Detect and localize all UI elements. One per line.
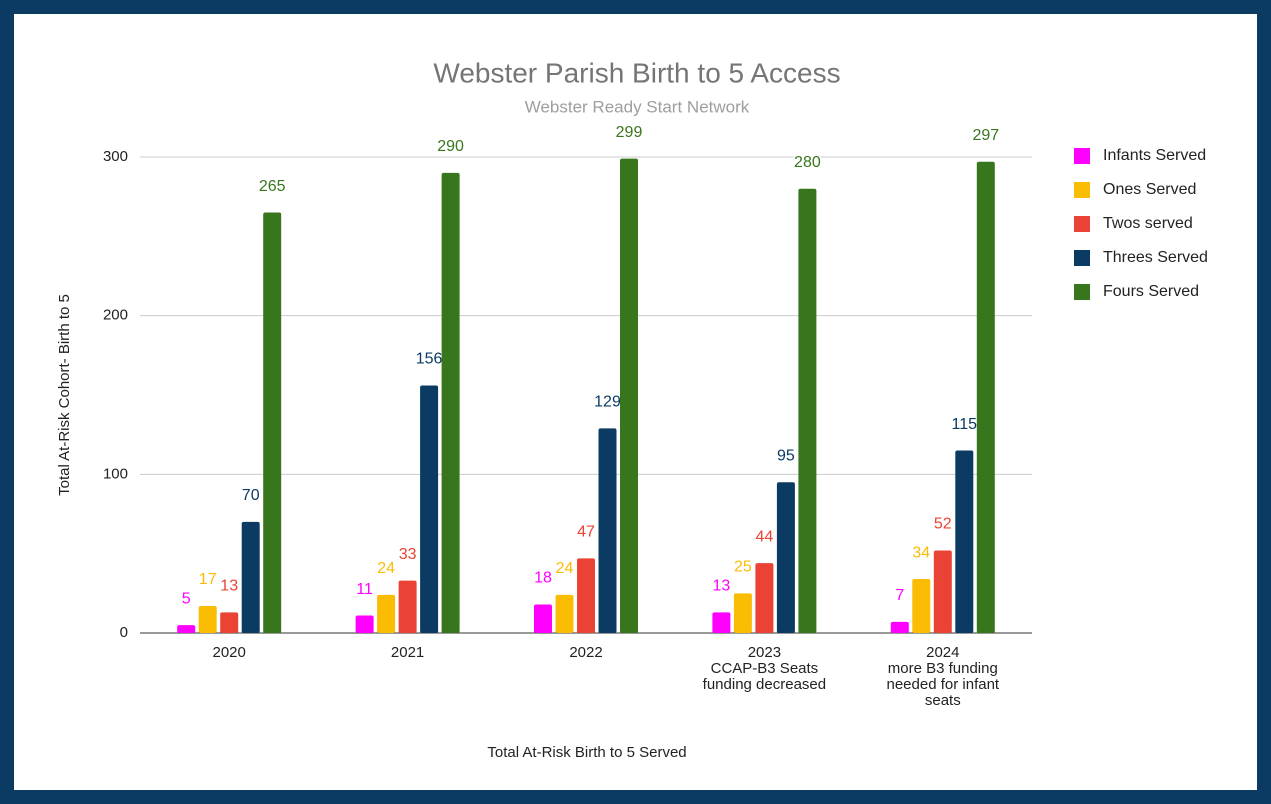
bar [555, 594, 574, 633]
x-tick-label: 2024 more B3 funding needed for infant seat… [887, 644, 1000, 709]
bar [441, 172, 460, 633]
data-label: 17 [199, 571, 217, 588]
legend-swatch [1074, 148, 1090, 164]
legend-label: Ones Served [1103, 181, 1196, 198]
legend-label: Threes Served [1103, 249, 1208, 266]
data-label: 5 [182, 590, 191, 607]
data-label: 33 [399, 546, 417, 563]
legend-swatch [1074, 250, 1090, 266]
y-tick-label: 100 [103, 465, 128, 482]
data-label: 297 [972, 127, 999, 144]
bar [177, 625, 196, 633]
bar [398, 580, 417, 633]
bar [577, 558, 595, 633]
data-label: 52 [934, 516, 952, 533]
chart: Webster Parish Birth to 5 Access Webster… [14, 14, 1257, 790]
chart-subtitle: Webster Ready Start Network [525, 97, 750, 116]
bar [776, 482, 795, 633]
data-label: 129 [594, 394, 621, 411]
data-label: 70 [242, 487, 260, 504]
data-label: 44 [756, 528, 774, 545]
bar [976, 161, 995, 633]
legend-swatch [1074, 182, 1090, 198]
bar [220, 612, 239, 633]
data-label: 24 [377, 560, 395, 577]
data-label: 13 [220, 578, 238, 595]
y-tick-label: 200 [103, 307, 128, 324]
y-axis-title: Total At-Risk Cohort- Birth to 5 [56, 294, 73, 496]
data-label: 115 [952, 416, 978, 433]
legend-label: Twos served [1103, 215, 1193, 232]
bar [355, 615, 374, 633]
bar [733, 593, 752, 633]
data-label: 13 [713, 578, 731, 595]
legend-label: Fours Served [1103, 283, 1199, 300]
legend-label: Infants Served [1103, 147, 1206, 164]
bar [890, 621, 909, 633]
bar [798, 188, 817, 633]
bar [912, 579, 931, 633]
data-label: 7 [895, 587, 904, 604]
x-tick-label: 2020 [213, 644, 246, 661]
data-label: 47 [577, 524, 595, 541]
x-tick-label: 2023 CCAP-B3 Seats funding decreased [703, 644, 826, 693]
data-label: 290 [437, 138, 464, 155]
bar [955, 450, 974, 633]
legend-swatch [1074, 216, 1090, 232]
data-label: 11 [356, 581, 373, 598]
bar [755, 563, 774, 633]
bar [598, 428, 617, 633]
legend-swatch [1074, 284, 1090, 300]
bar [534, 604, 552, 633]
data-label: 156 [416, 351, 443, 368]
data-label: 265 [259, 178, 286, 195]
x-axis-title: Total At-Risk Birth to 5 Served [487, 744, 686, 761]
x-tick-label: 2022 [569, 644, 602, 661]
data-label: 24 [556, 560, 574, 577]
bar [933, 550, 952, 633]
bar [377, 594, 396, 633]
chart-title: Webster Parish Birth to 5 Access [433, 57, 840, 88]
data-label: 299 [616, 124, 643, 141]
data-label: 18 [534, 570, 552, 587]
bar [420, 385, 439, 633]
data-label: 95 [777, 447, 795, 464]
bar [620, 158, 638, 633]
data-label: 25 [734, 559, 752, 576]
x-tick-label: 2021 [391, 644, 424, 661]
bar [712, 612, 731, 633]
bar [198, 606, 217, 633]
data-label: 34 [912, 544, 930, 561]
y-tick-label: 300 [103, 148, 128, 165]
bar [241, 521, 260, 633]
data-label: 280 [794, 154, 821, 171]
y-tick-label: 0 [120, 624, 128, 641]
bar [263, 212, 282, 634]
